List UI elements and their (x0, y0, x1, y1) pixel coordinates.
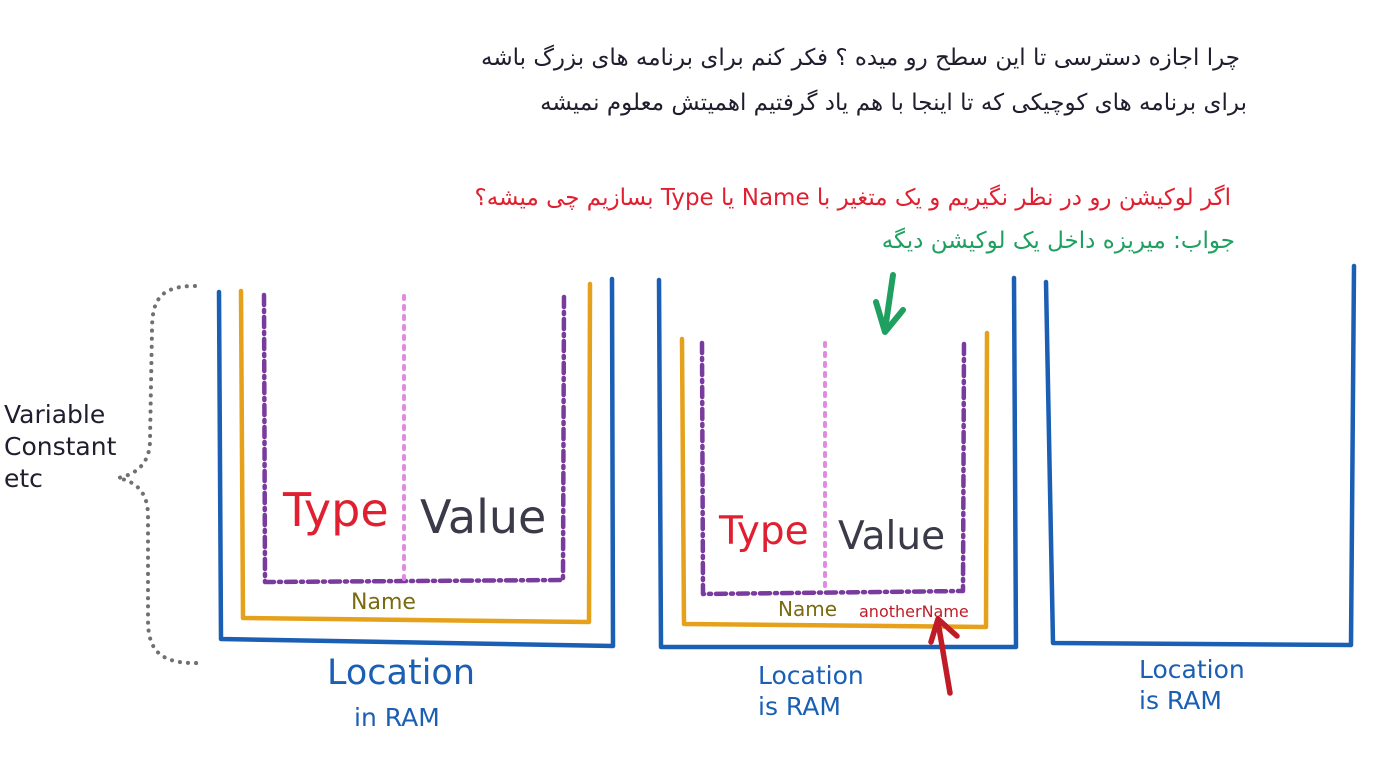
name-label-1: Name (351, 590, 416, 615)
brace-label-etc: etc (4, 464, 43, 493)
brace-label-variable: Variable (4, 400, 105, 429)
memory-location-box-3: Location is RAM (1043, 263, 1357, 715)
another-name-arrow (928, 616, 960, 696)
note-line-1: چرا اجازه دسترسی تا این سطح رو میده ؟ فک… (481, 44, 1240, 71)
grouping-brace (117, 284, 200, 666)
question-text: اگر لوکیشن رو در نظر نگیریم و یک متغیر ب… (474, 184, 1231, 211)
answer-text: جواب: میریزه داخل یک لوکیشن دیگه (882, 227, 1235, 254)
type-label-2: Type (718, 509, 809, 554)
location-label-2: Location (758, 661, 864, 690)
name-boundary-2 (679, 330, 990, 630)
another-name-label: anotherName (859, 602, 969, 621)
memory-location-box-1: Type Value Name Location in RAM (216, 276, 616, 732)
location-label-1: Location (327, 653, 475, 693)
location-sublabel-1: in RAM (354, 703, 440, 732)
value-label-1: Value (420, 490, 546, 544)
location-boundary-1 (216, 276, 616, 649)
value-label-2: Value (838, 514, 945, 559)
type-label-1: Type (282, 483, 389, 537)
name-boundary-1 (238, 281, 593, 625)
name-label-2: Name (778, 597, 837, 621)
location-boundary-3 (1043, 263, 1357, 648)
note-line-2: برای برنامه های کوچیکی که تا اینجا با هم… (540, 89, 1247, 116)
location-boundary-2 (656, 275, 1019, 650)
type-value-boundary-1 (261, 290, 567, 585)
brace-label-constant: Constant (4, 432, 117, 461)
answer-arrow (873, 272, 906, 335)
location-sublabel-3: is RAM (1139, 686, 1222, 715)
type-value-boundary-2 (699, 338, 967, 597)
memory-location-box-2: Type Value Name anotherName Location is … (656, 275, 1019, 721)
location-sublabel-2: is RAM (758, 692, 841, 721)
location-label-3: Location (1139, 655, 1245, 684)
